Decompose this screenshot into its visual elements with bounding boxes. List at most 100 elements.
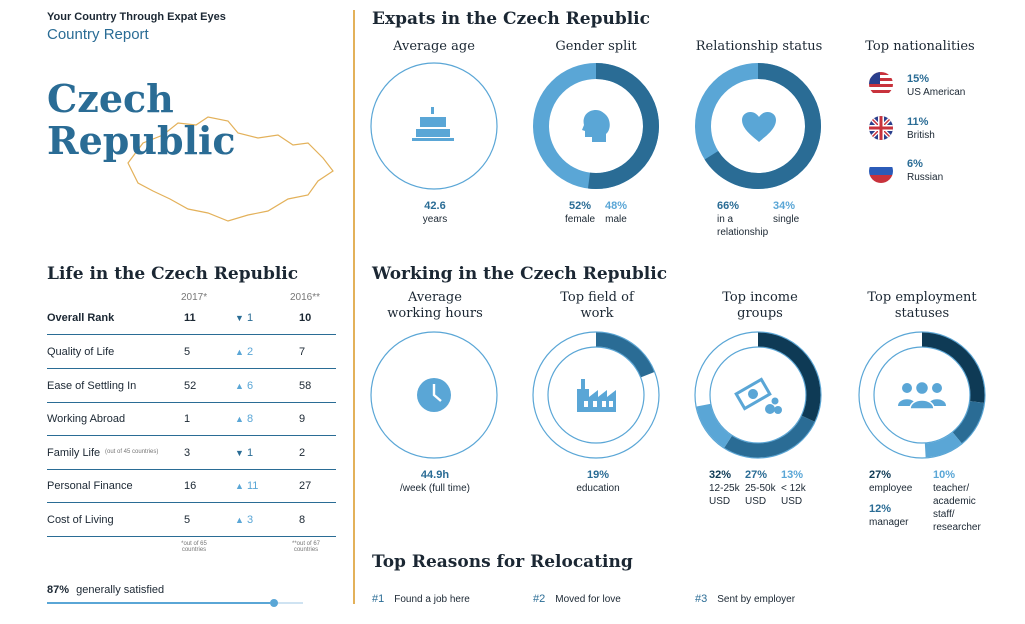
- income-title: Top income groups: [722, 290, 798, 321]
- avg-age-value: 42.6: [424, 200, 446, 212]
- country-title-line1: Czech: [47, 76, 174, 121]
- up-arrow-icon: ▲: [235, 414, 244, 424]
- rank-change: ▼ 1: [235, 312, 254, 324]
- rank-row: Working Abroad 1 ▲ 8 9: [47, 402, 336, 436]
- reasons-section-title: Top Reasons for Relocating: [372, 552, 633, 572]
- employment-2-pct: 12%: [869, 503, 892, 515]
- rank-row-label: Quality of Life: [47, 346, 115, 358]
- nationality-1-pct: 15%: [907, 73, 930, 85]
- rank-row: Ease of Settling In 52 ▲ 6 58: [47, 369, 336, 403]
- income-1-pct: 32%: [709, 469, 732, 481]
- factory-icon: [577, 379, 616, 412]
- rank-row: Overall Rank 11 ▼ 1 10: [47, 301, 336, 335]
- rank-change: ▲ 2: [235, 346, 254, 358]
- money-coins-icon: [734, 377, 782, 414]
- income-2-label: 25-50k USD: [745, 483, 776, 507]
- rank-2016: 7: [299, 346, 306, 358]
- uk-flag-icon: [869, 116, 893, 140]
- rank-2017: 52: [184, 380, 197, 392]
- footnote-2017: *out of 65 countries: [181, 541, 207, 553]
- reason-1-label: Found a job here: [394, 594, 470, 605]
- nationalities-title: Top nationalities: [865, 39, 975, 54]
- rank-2016: 2: [299, 447, 306, 459]
- expats-section-title: Expats in the Czech Republic: [372, 9, 650, 29]
- avg-age-unit: years: [422, 214, 448, 225]
- single-pct: 34%: [773, 200, 796, 212]
- relationship-title: Relationship status: [695, 39, 823, 54]
- rank-change: ▲ 6: [235, 380, 254, 392]
- male-pct: 48%: [604, 200, 628, 212]
- rank-row-label: Overall Rank: [47, 312, 115, 324]
- income-3-label: < 12k USD: [781, 483, 806, 507]
- rank-change: ▼ 1: [235, 447, 254, 459]
- up-arrow-icon: ▲: [235, 481, 244, 491]
- rank-row: Family Life (out of 45 countries) 3 ▼ 1 2: [47, 436, 336, 470]
- female-label: female: [564, 214, 595, 225]
- relationship-label: in a relationship: [717, 214, 769, 238]
- hours-unit: /week (full time): [399, 483, 470, 494]
- rank-2016: 10: [299, 312, 312, 324]
- rank-change: ▲ 3: [235, 514, 254, 526]
- employment-1-pct: 27%: [869, 469, 892, 481]
- nationality-3-pct: 6%: [907, 158, 923, 170]
- rank-2016: 8: [299, 514, 306, 526]
- life-section-title: Life in the Czech Republic: [47, 264, 299, 284]
- down-arrow-icon: ▼: [235, 313, 244, 323]
- field-title: Top field of work: [560, 290, 634, 321]
- reason-2-rank: #2: [533, 593, 546, 605]
- up-arrow-icon: ▲: [235, 381, 244, 391]
- relationship-donut: [695, 63, 821, 189]
- rank-2017: 3: [184, 447, 191, 459]
- rank-row-label: Personal Finance: [47, 480, 133, 492]
- cake-icon: [412, 107, 454, 141]
- male-label: male: [605, 214, 627, 225]
- down-arrow-icon: ▼: [235, 448, 244, 458]
- nationality-2-label: British: [907, 130, 935, 141]
- rank-row: Personal Finance 16 ▲ 11 27: [47, 469, 336, 503]
- people-group-icon: [898, 380, 946, 410]
- footnote-2016: **out of 67 countries: [291, 541, 321, 553]
- satisfaction-slider-knob: [269, 599, 278, 607]
- rank-change: ▲ 8: [235, 413, 254, 425]
- nationality-2-pct: 11%: [907, 116, 929, 128]
- rank-row-label: Ease of Settling In: [47, 380, 137, 392]
- rank-row-label: Cost of Living: [47, 514, 114, 526]
- reason-3: #3 Sent by employer: [695, 593, 795, 605]
- avg-age-title: Average age: [393, 39, 475, 54]
- rank-2017: 1: [184, 413, 191, 425]
- rank-2017: 5: [184, 346, 191, 358]
- heart-icon: [742, 112, 776, 142]
- clock-icon: [417, 378, 451, 412]
- report-supertitle: Your Country Through Expat Eyes: [47, 11, 226, 23]
- rank-2017: 11: [184, 312, 196, 324]
- czech-map-outline: [127, 116, 334, 222]
- gender-donut: [533, 63, 659, 189]
- russia-flag-icon: [869, 159, 893, 183]
- satisfaction-bar: [47, 602, 303, 604]
- rank-row: Cost of Living 5 ▲ 3 8: [47, 503, 336, 537]
- reason-3-label: Sent by employer: [717, 594, 796, 605]
- rank-2017: 5: [184, 514, 191, 526]
- rank-row: Quality of Life 5 ▲ 2 7: [47, 335, 336, 369]
- rank-2016: 58: [299, 380, 312, 392]
- relationship-pct: 66%: [717, 200, 740, 212]
- rank-2016: 27: [299, 480, 312, 492]
- col-header-2016: 2016**: [290, 292, 321, 303]
- up-arrow-icon: ▲: [235, 515, 244, 525]
- single-label: single: [773, 214, 800, 225]
- field-donut: [532, 331, 660, 459]
- reason-1-rank: #1: [372, 593, 385, 605]
- female-pct: 52%: [568, 200, 592, 212]
- employment-donut: [858, 331, 986, 459]
- working-hours-ring: [370, 331, 498, 459]
- employment-2-label: manager: [869, 517, 909, 528]
- nationality-1-label: US American: [907, 87, 966, 98]
- gender-title: Gender split: [555, 39, 637, 54]
- income-donut: [694, 331, 822, 459]
- employment-1-label: employee: [869, 483, 913, 494]
- nationality-3-label: Russian: [907, 172, 944, 183]
- country-title-line2: Republic: [47, 118, 236, 163]
- rank-2017: 16: [184, 480, 197, 492]
- field-pct: 19%: [586, 469, 610, 481]
- reason-1: #1 Found a job here: [372, 593, 470, 605]
